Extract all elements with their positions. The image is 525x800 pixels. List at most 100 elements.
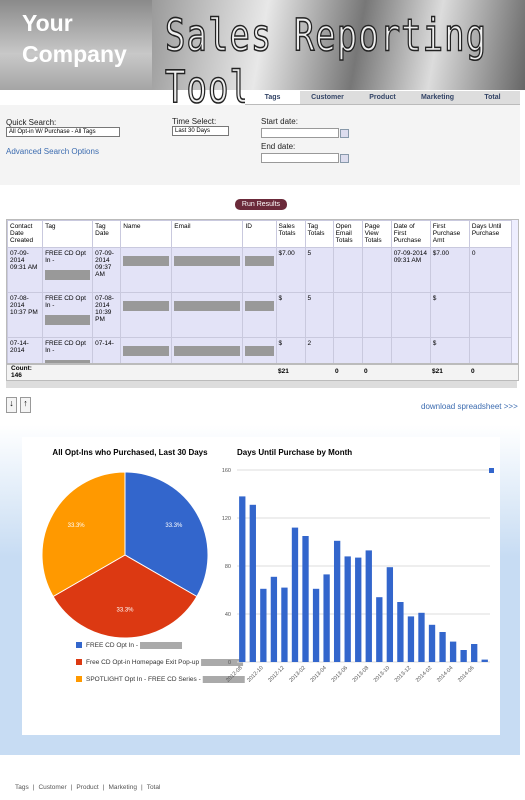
column-header[interactable]: Tag Totals [304, 220, 334, 248]
sort-down[interactable]: ↓ [6, 397, 17, 413]
redaction [245, 301, 274, 311]
tab[interactable]: Marketing [420, 94, 455, 101]
column-header[interactable]: ID [242, 220, 277, 248]
column-header[interactable]: Page View Totals [361, 220, 392, 248]
cell [242, 337, 277, 363]
legend-label: SPOTLIGHT Opt In - FREE CD Series - [86, 676, 201, 683]
column-header[interactable]: Email [171, 220, 244, 248]
run-button[interactable]: Run Results [235, 199, 287, 210]
count-cell: 0 [471, 368, 475, 375]
cell: 07-14-2014 [7, 337, 44, 363]
dropdown[interactable]: Last 30 Days [172, 126, 229, 136]
column-header[interactable]: Name [120, 220, 173, 248]
column-header[interactable]: Sales Totals [275, 220, 306, 248]
bar [323, 574, 330, 662]
cell [361, 337, 392, 363]
data-row: 07-09-2014 09:31 AM FREE CD Opt In -07-09… [7, 247, 513, 293]
cell [332, 292, 363, 338]
separator: | [102, 784, 105, 791]
cell: 07-09-2014 09:31 AM [390, 247, 431, 293]
cell [120, 247, 173, 293]
redaction [174, 301, 241, 311]
column-header[interactable]: Open Email Totals [332, 220, 363, 248]
bar [249, 504, 256, 662]
count-value: 146 [11, 372, 22, 379]
column-header[interactable]: Days Until Purchase [468, 220, 513, 248]
cell [242, 292, 277, 338]
company-name: Your Company [22, 10, 127, 67]
redaction [174, 256, 241, 266]
redaction [245, 256, 274, 266]
count-cell: 0 [364, 368, 368, 375]
cell: $ [429, 292, 470, 338]
footer-link[interactable]: Product [76, 784, 99, 791]
cell [332, 337, 363, 363]
y-tick-label: 80 [225, 564, 231, 570]
sort-up[interactable]: ↑ [20, 397, 31, 413]
dropdown[interactable]: All Opt-in W/ Purchase - All Tags [6, 127, 120, 137]
column-header[interactable]: Tag Date [92, 220, 122, 248]
calendar-icon[interactable] [340, 154, 349, 163]
date-input[interactable] [261, 153, 339, 163]
results-table: Contact Date Created Tag Tag Date Name Email… [7, 220, 513, 363]
footer-link[interactable]: Tags [15, 784, 29, 791]
cell [120, 337, 173, 363]
footer-link[interactable]: Customer [38, 784, 67, 791]
cell: $7.00 [275, 247, 306, 293]
count-cell: $21 [432, 368, 443, 375]
pie-slice [41, 471, 126, 598]
cell: 07-09-2014 09:31 AM [7, 247, 44, 293]
footer-link[interactable]: Marketing [108, 784, 137, 791]
column-header[interactable]: Date of First Purchase [390, 220, 431, 248]
tab[interactable]: Tags [245, 91, 300, 104]
header-row: Contact Date Created Tag Tag Date Name Email… [7, 220, 513, 248]
cell [390, 337, 431, 363]
calendar-icon[interactable] [340, 129, 349, 138]
cell [242, 247, 277, 293]
redaction [140, 642, 183, 649]
date-input[interactable] [261, 128, 339, 138]
bar [428, 624, 436, 662]
footer-link[interactable]: Total [146, 784, 161, 791]
column-header[interactable]: Tag [42, 220, 94, 248]
tab[interactable]: Product [369, 94, 396, 101]
cell: FREE CD Opt In - [42, 337, 94, 363]
bar [344, 556, 351, 662]
bar [270, 576, 278, 662]
cell [171, 292, 244, 338]
download-link[interactable]: download spreadsheet >>> [421, 402, 518, 411]
bar [386, 567, 394, 662]
tab[interactable]: Total [484, 94, 501, 101]
redaction [174, 346, 241, 356]
cell [171, 337, 244, 363]
count-cell: 0 [335, 368, 339, 375]
column-header[interactable]: First Purchase Amt [429, 220, 470, 248]
link[interactable]: Advanced Search Options [6, 147, 99, 156]
tool-title: Sales Reporting Tool [164, 9, 488, 115]
y-tick-label: 120 [222, 516, 231, 522]
cell: 5 [304, 247, 334, 293]
bar [471, 644, 478, 662]
bar [312, 588, 320, 662]
redaction [45, 360, 91, 363]
bar [418, 612, 425, 662]
pie-slice [124, 471, 209, 598]
column-header[interactable]: Contact Date Created [7, 220, 44, 248]
tab[interactable]: Customer [311, 94, 344, 101]
cell: FREE CD Opt In - [42, 292, 94, 338]
footer-nav: Tags | Customer | Product | Marketing | Total [15, 784, 160, 791]
legend-label: Free CD Opt-in Homepage Exit Pop-up [86, 659, 199, 666]
redaction [45, 315, 91, 325]
search-panel [0, 105, 520, 185]
header-right [152, 0, 525, 90]
y-tick-label: 40 [225, 612, 231, 618]
redaction [45, 270, 91, 280]
redaction [123, 301, 170, 311]
bar [407, 616, 415, 662]
redaction [202, 676, 245, 683]
scrollbar[interactable] [6, 381, 517, 388]
slice-label: 33.3% [116, 607, 134, 613]
separator: | [140, 784, 143, 791]
